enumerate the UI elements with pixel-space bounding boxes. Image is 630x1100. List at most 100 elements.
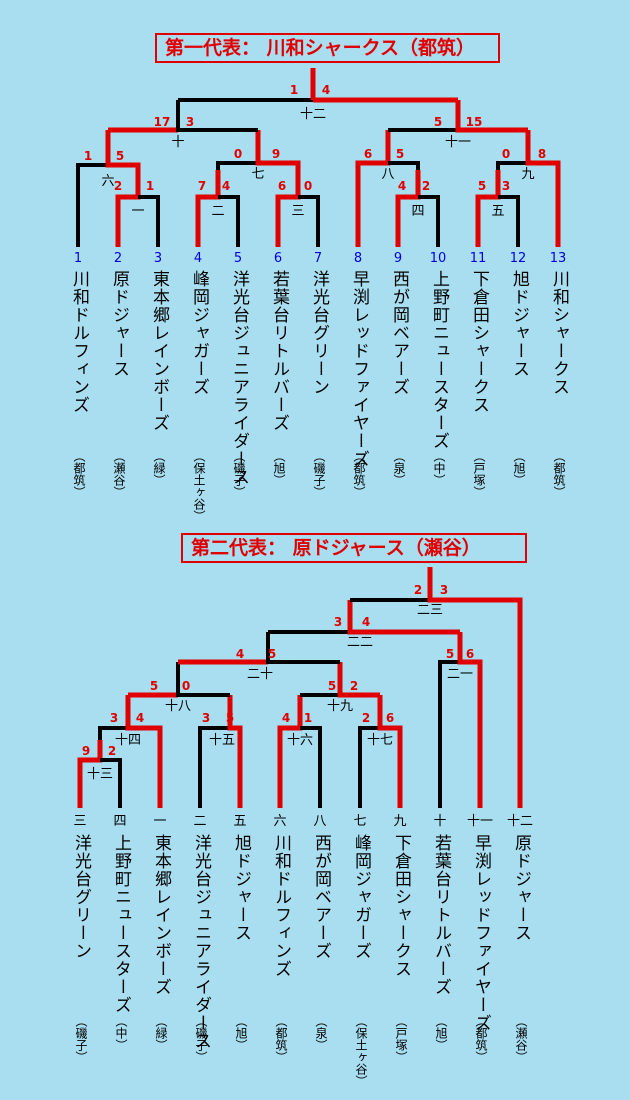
score-label: 4	[282, 711, 290, 725]
score-label: 3	[334, 615, 342, 629]
win-line	[475, 170, 501, 247]
team-area: （都筑）	[352, 450, 366, 498]
game-label: 二一	[447, 667, 473, 682]
lose-line	[496, 161, 528, 170]
team-name: 下倉田シャークス	[391, 834, 411, 978]
score-label: 7	[198, 179, 206, 193]
score-label: 5	[268, 647, 276, 661]
lose-line	[218, 195, 240, 247]
score-label: 6	[386, 711, 394, 725]
team-area: （磯子）	[312, 450, 326, 498]
team-area: （都筑）	[274, 1015, 288, 1063]
seed-label: 四	[113, 814, 126, 829]
seed-number: 2	[114, 251, 122, 266]
bracket2-title: 第二代表： 原ドジャース（瀬谷）	[181, 533, 527, 563]
team-name: 峰岡ジャガーズ	[351, 834, 371, 960]
seed-label: 一	[153, 814, 166, 829]
score-label: 1	[304, 711, 312, 725]
team-name: 上野町ニュースターズ	[429, 270, 449, 450]
seed-number: 8	[354, 251, 362, 266]
game-label: 十三	[87, 767, 113, 782]
lose-line	[298, 195, 320, 247]
score-label: 5	[478, 179, 486, 193]
game-label: 四	[411, 204, 424, 219]
win-line	[457, 632, 483, 808]
game-label: 十四	[115, 733, 141, 748]
lose-line	[300, 726, 322, 808]
team-name: 若葉台リトルバーズ	[431, 834, 451, 996]
seed-number: 1	[74, 251, 82, 266]
game-label: 二十	[247, 667, 273, 682]
team-name: 早渕レッドファイヤーズ	[349, 270, 369, 468]
team-area: （旭）	[434, 1015, 448, 1051]
team-name: 原ドジャース	[511, 834, 531, 942]
win-line	[427, 567, 523, 808]
score-label: 2	[362, 711, 370, 725]
seed-label: 十二	[507, 814, 533, 829]
team-area: （磯子）	[74, 1015, 88, 1063]
game-label: 二三	[417, 603, 443, 618]
team-area: （瀬谷）	[514, 1015, 528, 1063]
score-label: 5	[328, 679, 336, 693]
team-area: （磯子）	[232, 450, 246, 498]
lose-line	[176, 100, 258, 132]
seed-label: 七	[353, 814, 366, 829]
win-line	[455, 100, 528, 133]
score-label: 2	[114, 179, 122, 193]
team-name: 下倉田シャークス	[469, 270, 489, 414]
score-label: 4	[362, 615, 370, 629]
score-label: 2	[414, 583, 422, 597]
score-label: 2	[422, 179, 430, 193]
game-label: 十五	[209, 733, 235, 748]
score-label: 3	[502, 179, 510, 193]
win-line	[255, 130, 301, 170]
score-label: 2	[350, 679, 358, 693]
team-area: （保土ヶ谷）	[192, 450, 206, 522]
team-area: （泉）	[392, 450, 406, 486]
team-area: （保土ヶ谷）	[354, 1015, 368, 1087]
team-area: （緑）	[152, 450, 166, 486]
bracket1-title: 第一代表： 川和シャークス（都筑）	[155, 33, 500, 63]
game-label: 十一	[445, 135, 471, 150]
team-area: （中）	[432, 450, 446, 486]
win-line	[377, 695, 403, 808]
seed-label: 十一	[467, 814, 493, 829]
team-area: （瀬谷）	[112, 450, 126, 498]
seed-number: 13	[550, 251, 567, 266]
team-name: 洋光台グリーン	[71, 834, 91, 960]
score-label: 5	[150, 679, 158, 693]
score-label: 3	[110, 711, 118, 725]
team-name: 川和シャークス	[549, 270, 569, 396]
team-area: （戸塚）	[472, 450, 486, 498]
team-name: 洋光台グリーン	[309, 270, 329, 396]
lose-line	[76, 163, 108, 247]
team-name: 洋光台ジュニアライダース	[229, 270, 249, 486]
win-line	[337, 662, 380, 698]
team-name: 原ドジャース	[109, 270, 129, 378]
team-area: （磯子）	[194, 1015, 208, 1063]
score-label: 4	[322, 83, 330, 97]
score-label: 0	[304, 179, 312, 193]
score-label: 4	[236, 647, 244, 661]
lose-line	[388, 161, 420, 170]
team-name: 旭ドジャース	[231, 834, 251, 942]
lose-line	[98, 726, 128, 740]
score-label: 2	[108, 744, 116, 758]
seed-label: 六	[273, 814, 286, 829]
lose-line	[438, 660, 460, 808]
lose-line	[418, 195, 440, 247]
win-line	[227, 695, 243, 808]
game-label: 二二	[347, 635, 373, 650]
team-area: （旭）	[512, 450, 526, 486]
team-name: 洋光台ジュニアライダース	[191, 834, 211, 1050]
score-label: 5	[116, 149, 124, 163]
seed-number: 6	[274, 251, 282, 266]
team-name: 峰岡ジャガーズ	[189, 270, 209, 396]
game-label: 十七	[367, 733, 393, 748]
score-label: 6	[364, 147, 372, 161]
game-label: 十八	[165, 699, 191, 714]
team-area: （旭）	[234, 1015, 248, 1051]
lose-line	[176, 662, 230, 697]
team-area: （緑）	[154, 1015, 168, 1051]
seed-number: 9	[394, 251, 402, 266]
